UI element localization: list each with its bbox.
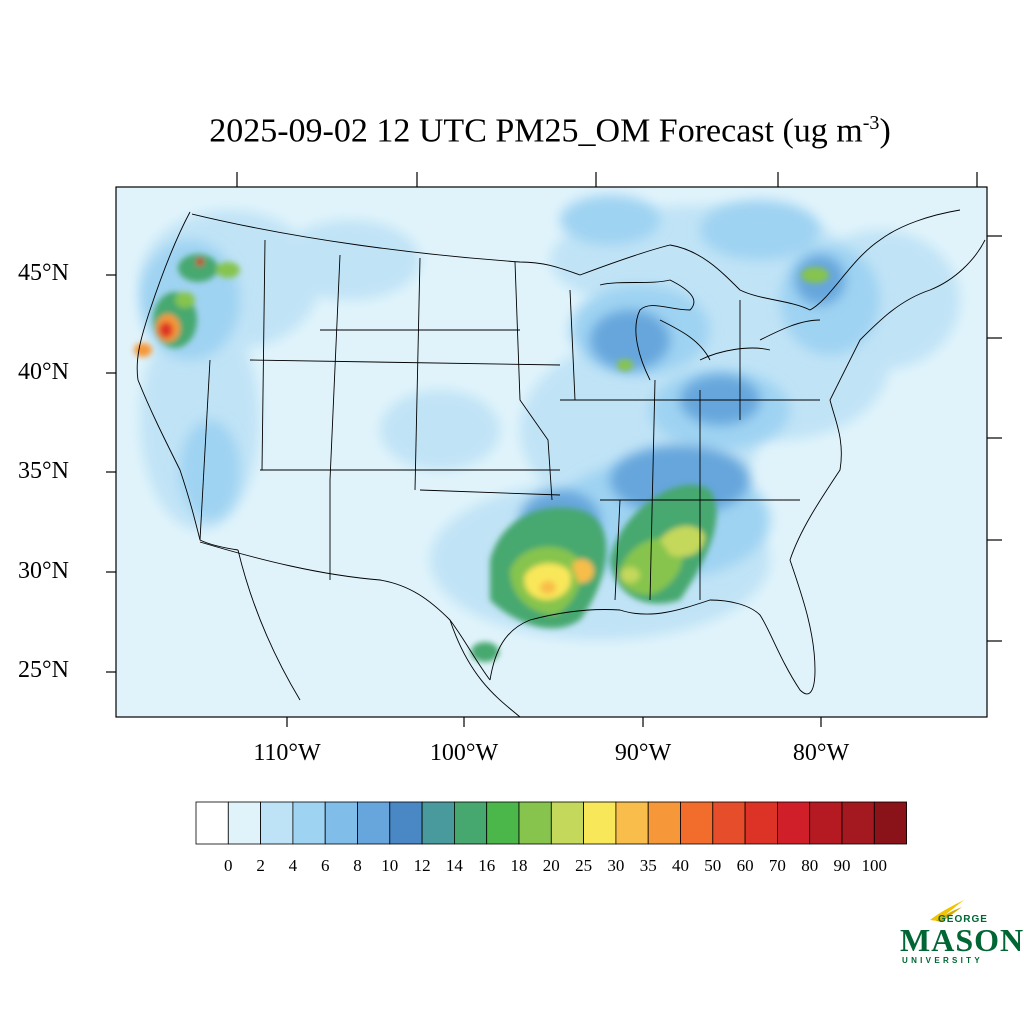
colorbar-box [260,801,294,845]
colorbar-box [712,801,746,845]
colorbar-box [615,801,649,845]
lat-label-45: 45°N [18,260,69,286]
colorbar-label: 0 [224,856,233,875]
george-mason-logo: GEORGE MASON UNIVERSITY [898,898,1023,968]
colorbar-box [550,801,584,845]
flame-icon [930,900,964,922]
logo-line-university: UNIVERSITY [902,956,984,965]
colorbar-label: 70 [768,856,786,875]
colorbar-label: 30 [607,856,625,875]
colorbar-box [389,801,423,845]
colorbar-box [421,801,455,845]
colorbar-label: 8 [353,856,362,875]
colorbar-box [809,801,843,845]
lon-label-110w: 110°W [253,740,321,766]
logo-line-george: GEORGE [938,914,988,925]
colorbar-box [195,801,229,845]
colorbar-label: 6 [320,856,330,875]
lon-label-90w: 90°W [614,740,672,766]
colorbar-box [841,801,875,845]
lat-label-40: 40°N [18,359,69,385]
colorbar-label: 4 [288,856,298,875]
colorbar-box [777,801,811,845]
colorbar-box [647,801,681,845]
axis-ticks [106,172,1002,727]
map-frame [115,186,988,718]
colorbar-label: 2 [256,856,265,875]
colorbar-box [324,801,358,845]
colorbar-label: 60 [736,856,754,875]
logo-line-mason: MASON [900,922,1024,958]
northwest-fire-plumes [134,254,829,371]
colorbar-label: 90 [833,856,851,875]
colorbar-box [227,801,262,845]
colorbar-label: 25 [575,856,593,875]
colorbar-box [292,801,326,845]
colorbar-label: 100 [861,856,888,875]
colorbar-label: 16 [478,856,496,875]
map-title: 2025-09-02 12 UTC PM25_OM Forecast (ug m… [209,112,891,150]
colorbar-label: 18 [510,856,528,875]
colorbar-label: 40 [672,856,689,875]
colorbar-label: 10 [381,856,399,875]
lon-label-80w: 80°W [792,740,850,766]
colorbar-box [583,801,617,845]
colorbar-box [486,801,520,845]
colorbar-box [357,801,391,845]
colorbar [195,801,907,845]
colorbar-box [744,801,778,845]
colorbar-label: 50 [704,856,722,875]
boundary-lines [136,209,986,717]
colorbar-label: 35 [639,856,657,875]
colorbar-label: 14 [445,856,463,875]
colorbar-box [873,801,907,845]
colorbar-box [518,801,552,845]
lon-label-100w: 100°W [429,740,499,766]
lat-label-25: 25°N [18,657,69,683]
concentration-field-high [471,484,717,662]
lat-label-30: 30°N [18,558,69,584]
lat-label-35: 35°N [18,458,69,484]
colorbar-label: 12 [413,856,431,875]
colorbar-box [680,801,714,845]
colorbar-box [453,801,488,845]
colorbar-label: 20 [542,856,560,875]
colorbar-label: 80 [801,856,819,875]
